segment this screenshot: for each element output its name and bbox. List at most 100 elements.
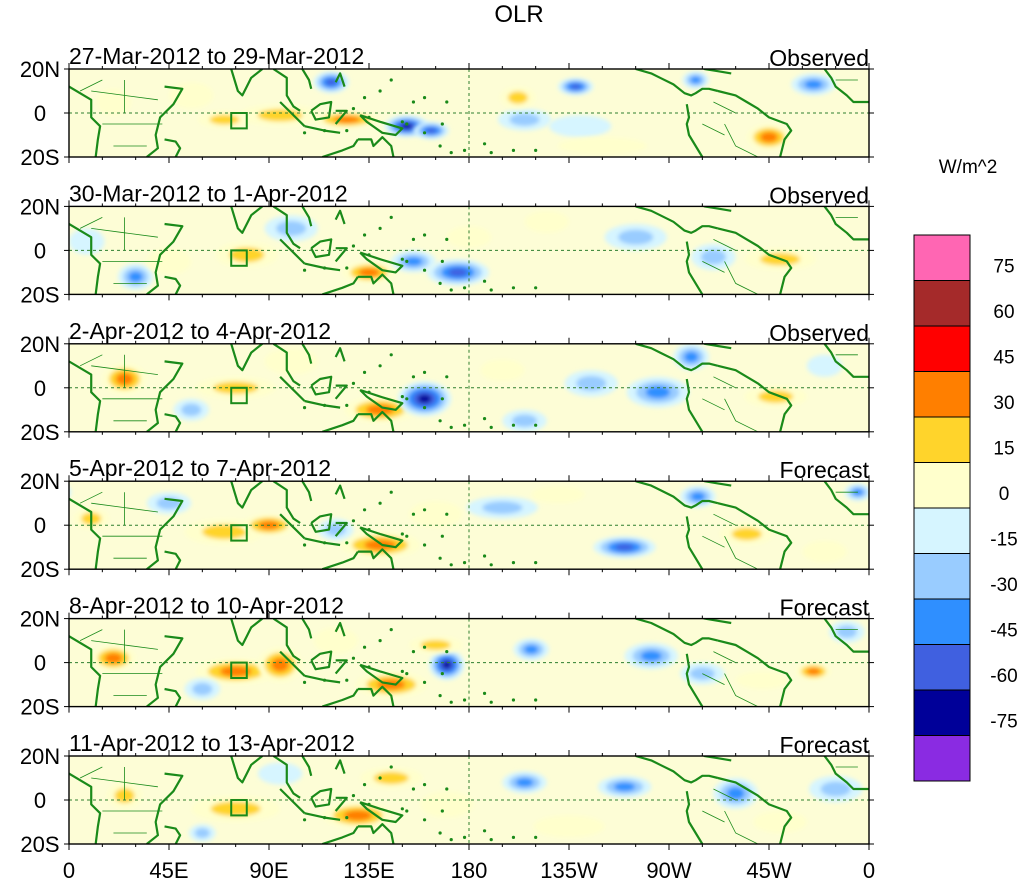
anomaly-contour	[194, 828, 210, 838]
island	[449, 288, 453, 292]
country-border	[702, 261, 725, 273]
anomaly-contour	[373, 771, 409, 785]
x-tick-label: 45W	[746, 858, 791, 883]
coastline	[230, 343, 264, 372]
island	[440, 534, 444, 538]
island	[322, 816, 327, 820]
coastline	[685, 516, 704, 570]
coastline	[146, 360, 184, 432]
island	[511, 835, 516, 840]
coastline	[272, 481, 301, 524]
coastline	[272, 206, 301, 250]
country-border	[79, 217, 103, 229]
island	[345, 541, 349, 545]
anomaly-contour	[615, 543, 634, 551]
coastline	[359, 526, 404, 549]
island	[462, 286, 467, 290]
island	[449, 700, 453, 704]
olr-anomaly	[264, 215, 318, 242]
island	[482, 142, 487, 146]
olr-anomaly	[360, 767, 423, 789]
island	[302, 131, 307, 135]
coastline	[334, 621, 346, 637]
country-border	[702, 398, 725, 411]
island	[351, 794, 356, 798]
y-tick-label: 20N	[20, 194, 60, 219]
island	[405, 259, 409, 263]
island	[345, 266, 349, 270]
island	[462, 561, 467, 565]
island	[438, 831, 442, 835]
anomaly-contour	[257, 108, 303, 122]
anomaly-contour	[276, 220, 307, 236]
olr-anomaly	[191, 795, 281, 822]
island	[389, 765, 393, 769]
island	[411, 100, 416, 104]
olr-field	[69, 343, 869, 432]
island	[440, 122, 444, 126]
olr-anomaly	[95, 88, 132, 116]
country-border	[713, 513, 736, 526]
anomaly-contour	[209, 114, 240, 125]
country-border	[79, 766, 103, 779]
x-axis: 0 45E 90E 135E 180 135W 90W 45W 0	[63, 858, 875, 883]
coastline	[146, 222, 184, 295]
olr-anomaly	[502, 771, 547, 794]
anomaly-contour	[618, 229, 654, 245]
coastline	[69, 635, 102, 707]
coastline	[717, 639, 793, 707]
coastline	[359, 801, 404, 824]
island	[362, 96, 367, 100]
island	[322, 266, 327, 270]
anomaly-contour	[409, 501, 463, 528]
coastline	[230, 756, 264, 784]
anomaly-contour	[524, 645, 539, 654]
olr-anomaly	[753, 811, 807, 833]
country-border	[713, 239, 736, 251]
island	[534, 561, 538, 565]
island	[345, 816, 349, 820]
coastline	[635, 69, 719, 97]
olr-anomaly	[257, 762, 303, 785]
island	[489, 838, 493, 842]
anomaly-contour	[325, 78, 337, 86]
coastline	[310, 238, 333, 259]
anomaly-contour	[735, 671, 789, 689]
anomaly-contour	[358, 268, 380, 277]
olr-anomaly	[69, 228, 105, 255]
coastline	[359, 251, 404, 274]
island	[362, 645, 367, 649]
region-box	[230, 661, 248, 679]
coastline	[164, 825, 182, 844]
island	[389, 215, 393, 219]
coastline	[321, 825, 359, 844]
coastline	[321, 550, 359, 570]
anomaly-contour-wrap	[0, 663, 31, 681]
coastline	[146, 497, 184, 570]
olr-anomaly	[735, 671, 789, 689]
island	[440, 259, 444, 263]
coastline	[272, 756, 301, 799]
anomaly-contour	[271, 657, 289, 672]
x-tick-label: 90W	[646, 858, 691, 883]
island	[389, 78, 393, 82]
anomaly-contour	[640, 650, 662, 662]
coastline	[164, 550, 182, 570]
olr-anomaly	[524, 210, 569, 233]
olr-anomaly	[264, 348, 318, 375]
country-border	[724, 536, 759, 570]
x-tick-label: 135W	[540, 858, 598, 883]
olr-anomaly	[626, 376, 690, 408]
y-tick-label: 20S	[20, 420, 59, 445]
coastline	[685, 104, 704, 157]
coastline	[357, 410, 395, 432]
island	[389, 490, 393, 494]
coastline	[164, 413, 182, 432]
coastline	[146, 635, 184, 707]
coastline	[635, 343, 719, 372]
island	[482, 417, 487, 421]
colorbar-level-label: 60	[993, 302, 1014, 323]
panel-date-label: 8-Apr-2012 to 10-Apr-2012	[69, 593, 344, 619]
anomaly-contour	[820, 781, 851, 797]
island	[422, 508, 427, 512]
